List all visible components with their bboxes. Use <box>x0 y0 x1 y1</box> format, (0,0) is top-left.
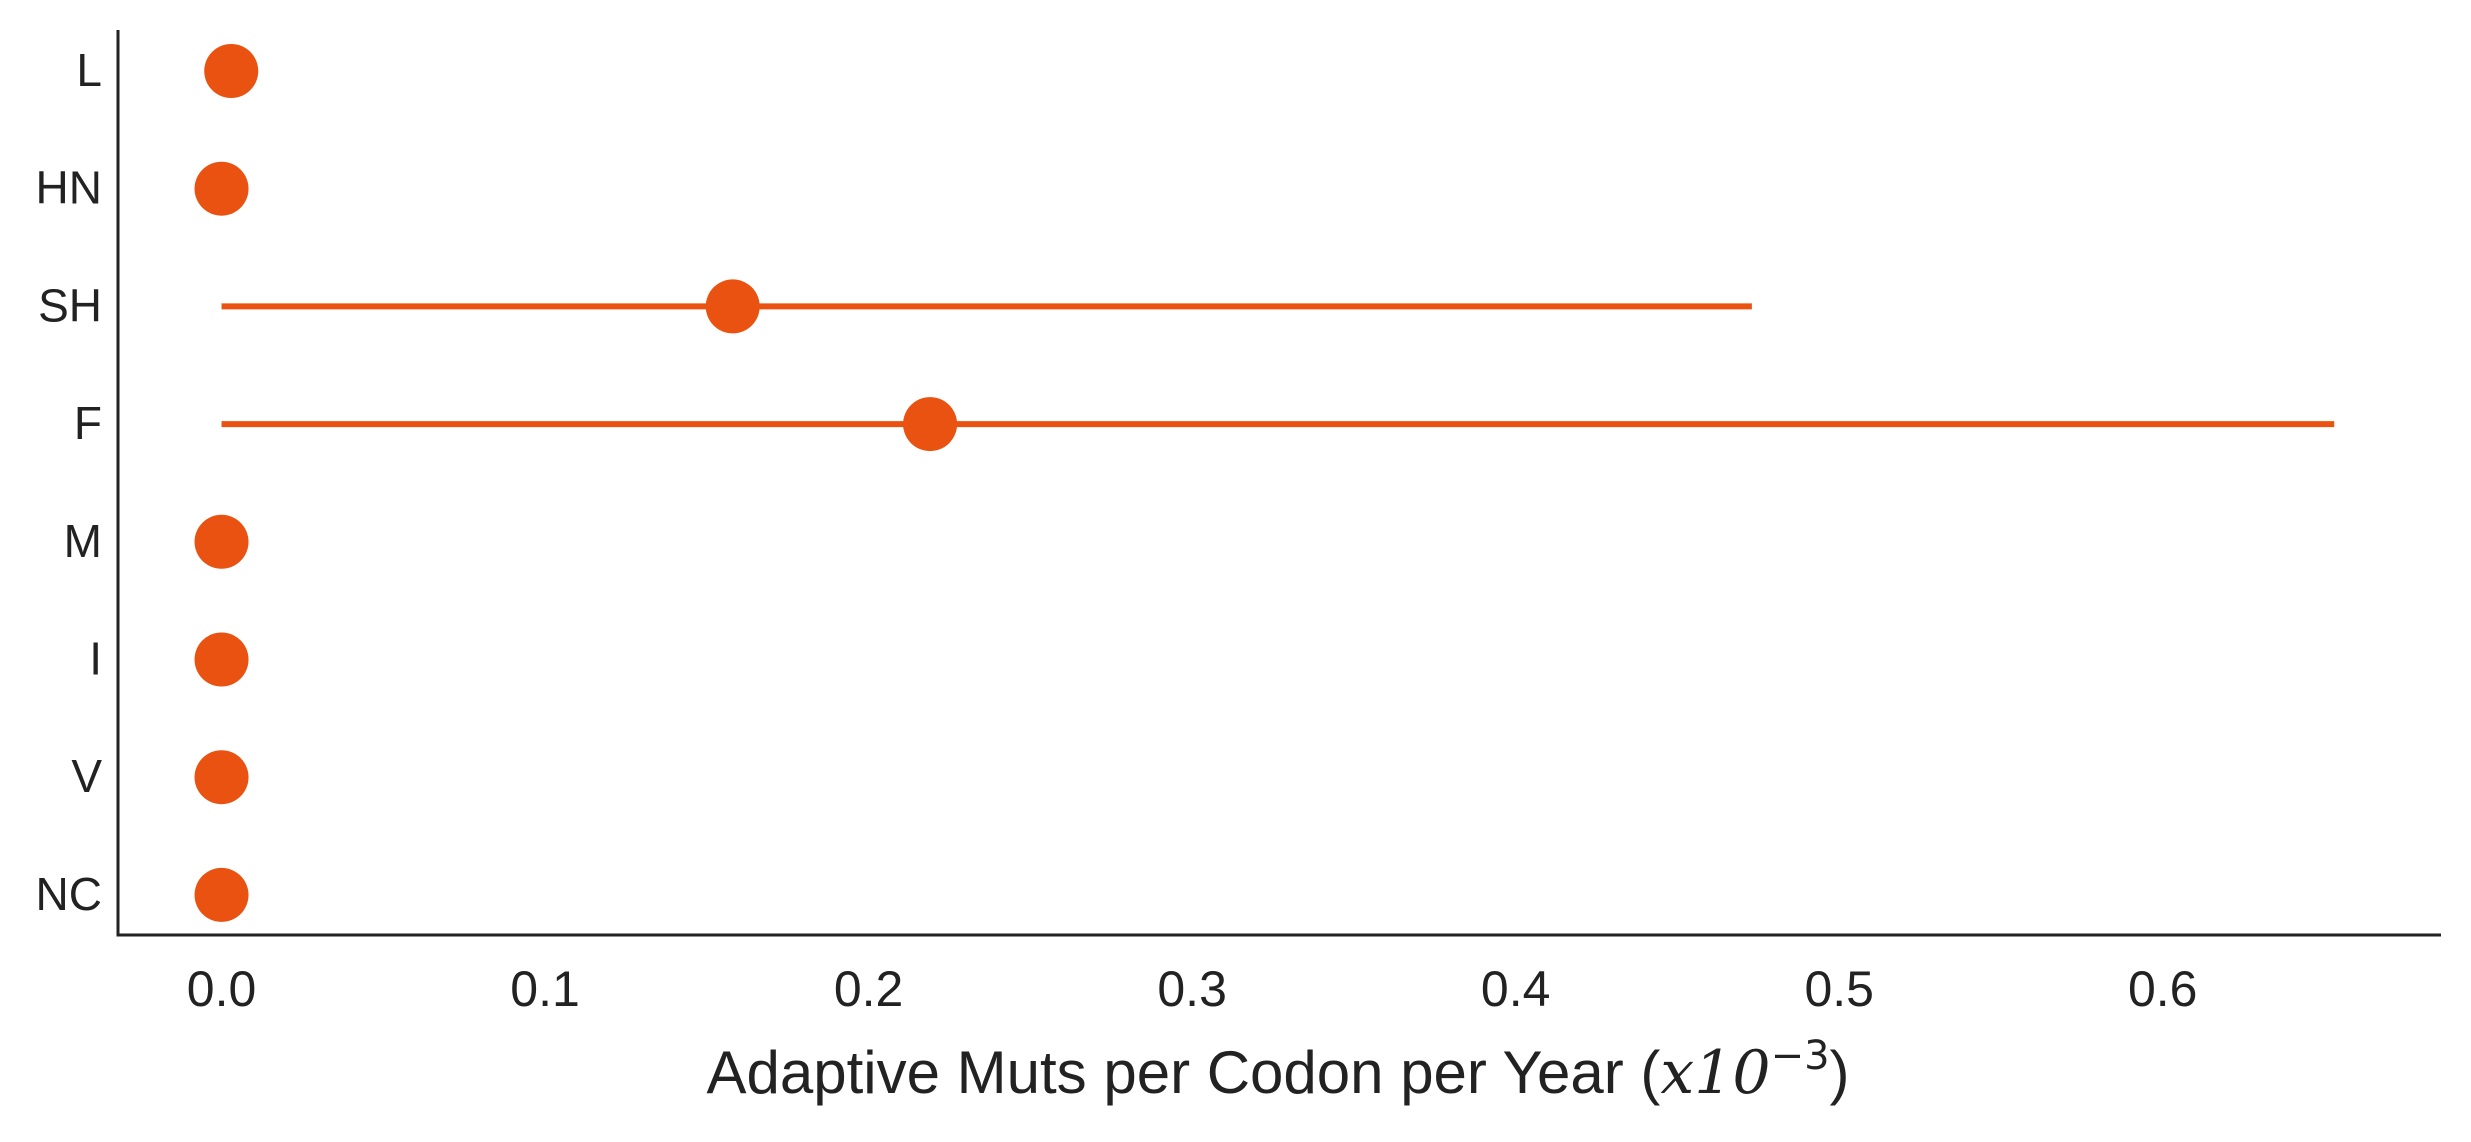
y-tick-label: L <box>76 44 102 96</box>
data-points <box>194 44 958 922</box>
data-point-v <box>194 750 249 805</box>
x-tick-label: 0.2 <box>834 961 904 1017</box>
data-point-nc <box>194 867 249 922</box>
x-axis-label-text: Adaptive Muts per Codon per Year ( <box>706 1039 1660 1106</box>
data-point-m <box>194 514 249 569</box>
y-tick-label: I <box>89 633 102 685</box>
y-tick-labels: L HN SH F M I V NC <box>36 44 103 920</box>
y-tick-label: HN <box>36 162 102 214</box>
x-axis-label-math: x10 <box>1660 1038 1770 1108</box>
y-tick-label: F <box>74 397 102 449</box>
data-point-f <box>903 397 958 452</box>
x-tick-label: 0.3 <box>1157 961 1227 1017</box>
x-tick-label: 0.1 <box>510 961 580 1017</box>
y-tick-label: M <box>64 515 102 567</box>
data-point-i <box>194 632 249 687</box>
x-tick-labels: 0.0 0.1 0.2 0.3 0.4 0.5 0.6 <box>187 961 2198 1017</box>
x-axis-label: Adaptive Muts per Codon per Year (x10−3) <box>706 1033 1849 1108</box>
axes <box>116 30 2441 937</box>
error-bars <box>221 303 2335 428</box>
data-point-hn <box>194 161 249 216</box>
y-tick-label: NC <box>36 868 102 920</box>
x-tick-label: 0.0 <box>187 961 257 1017</box>
x-axis-label-exponent: −3 <box>1771 1033 1830 1079</box>
y-tick-label: V <box>71 750 102 802</box>
x-tick-label: 0.5 <box>1804 961 1874 1017</box>
y-tick-label: SH <box>38 279 102 331</box>
x-axis-label-close: ) <box>1830 1039 1850 1106</box>
x-tick-label: 0.6 <box>2128 961 2198 1017</box>
data-point-l <box>204 44 259 98</box>
data-point-sh <box>705 279 760 334</box>
x-tick-label: 0.4 <box>1481 961 1551 1017</box>
